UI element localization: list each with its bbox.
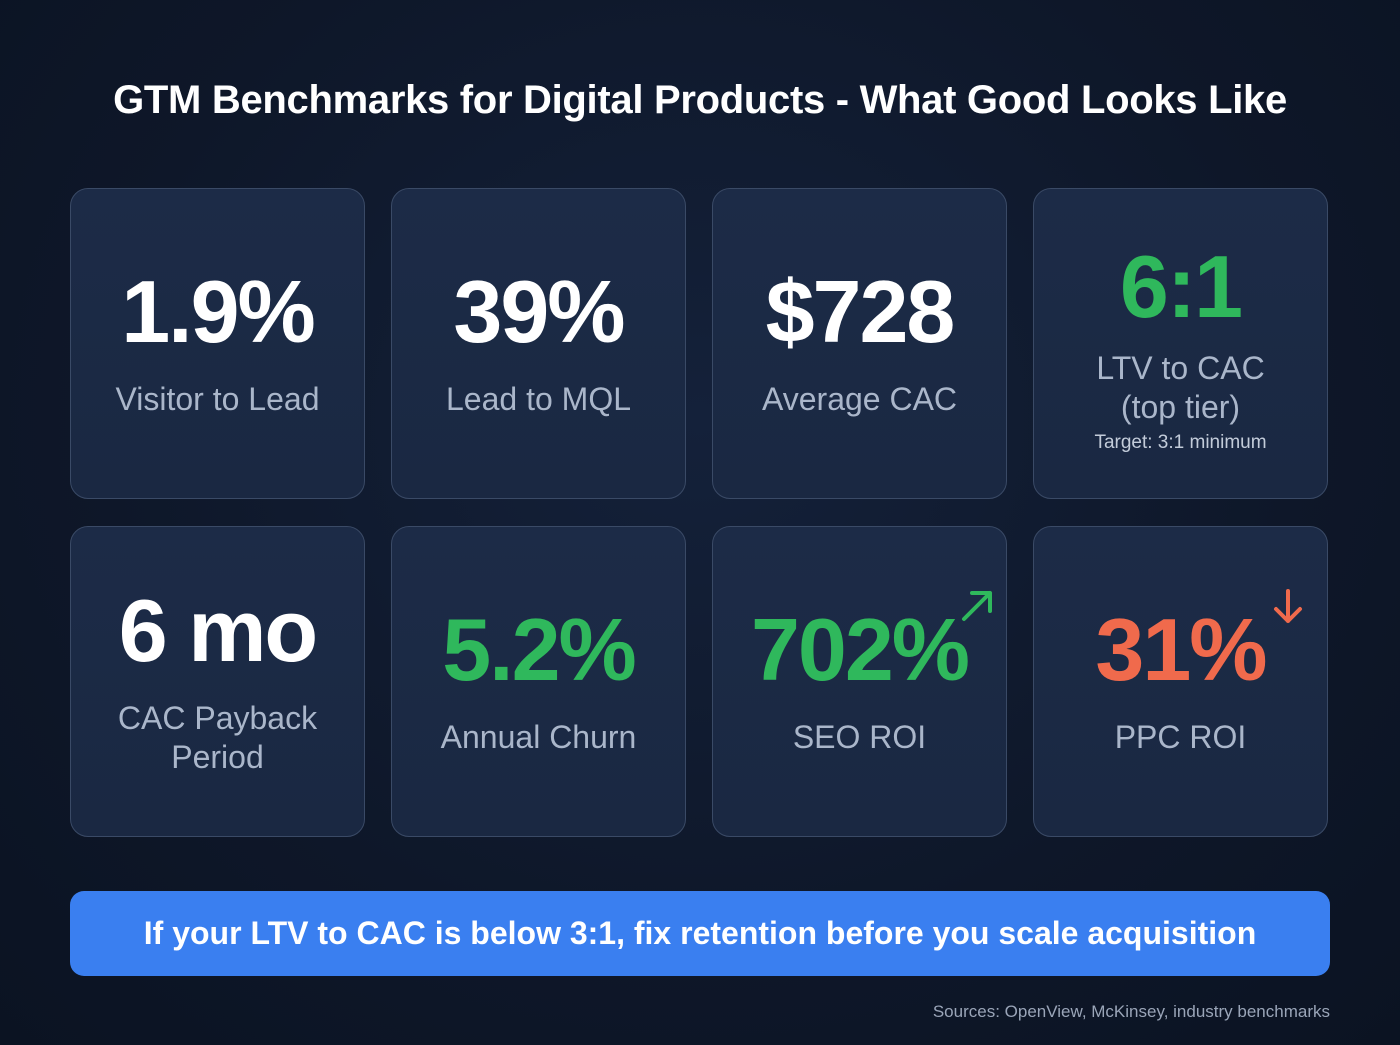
metric-label: LTV to CAC	[1096, 350, 1265, 387]
metric-label: Average CAC	[761, 381, 958, 418]
arrow-down-icon	[1274, 589, 1302, 623]
arrow-up-right-icon	[962, 591, 992, 621]
metric-label: Visitor to Lead	[115, 381, 320, 418]
metric-value: 6:1	[1119, 237, 1243, 337]
metric-label-line2: (top tier)	[1120, 388, 1241, 425]
metric-value: 39%	[453, 262, 625, 362]
metric-value: 6 mo	[118, 581, 318, 681]
callout-banner: If your LTV to CAC is below 3:1, fix ret…	[70, 891, 1330, 976]
metric-label: CAC Payback	[117, 700, 318, 737]
metric-value: 31%	[1095, 600, 1267, 700]
metric-label: SEO ROI	[792, 719, 927, 756]
page-title: GTM Benchmarks for Digital Products - Wh…	[113, 78, 1287, 122]
metric-target: Target: 3:1 minimum	[1094, 431, 1267, 453]
metric-value: 1.9%	[121, 262, 316, 362]
metric-value: 702%	[750, 600, 970, 700]
metric-label: Annual Churn	[440, 719, 637, 756]
metric-card-seo-roi: 702% SEO ROI	[712, 526, 1007, 837]
metric-label: PPC ROI	[1114, 719, 1247, 756]
metric-label-group: CAC Payback Period	[118, 699, 317, 776]
metric-card-visitor-to-lead: 1.9% Visitor to Lead	[70, 188, 365, 499]
metrics-grid: 1.9% Visitor to Lead 39% Lead to MQL $72…	[70, 188, 1328, 837]
metric-card-ltv-to-cac: 6:1 LTV to CAC (top tier) Target: 3:1 mi…	[1033, 188, 1328, 499]
metric-card-cac-payback: 6 mo CAC Payback Period	[70, 526, 365, 837]
metric-card-annual-churn: 5.2% Annual Churn	[391, 526, 686, 837]
metric-value: $728	[765, 262, 956, 362]
metric-value: 5.2%	[442, 600, 637, 700]
sources-note: Sources: OpenView, McKinsey, industry be…	[932, 1002, 1330, 1021]
metric-card-average-cac: $728 Average CAC	[712, 188, 1007, 499]
metric-card-ppc-roi: 31% PPC ROI	[1033, 526, 1328, 837]
metric-label: Lead to MQL	[446, 381, 631, 418]
metric-label-line2: Period	[171, 738, 264, 775]
metric-label-group: LTV to CAC (top tier)	[1096, 349, 1264, 426]
metric-card-lead-to-mql: 39% Lead to MQL	[391, 188, 686, 499]
